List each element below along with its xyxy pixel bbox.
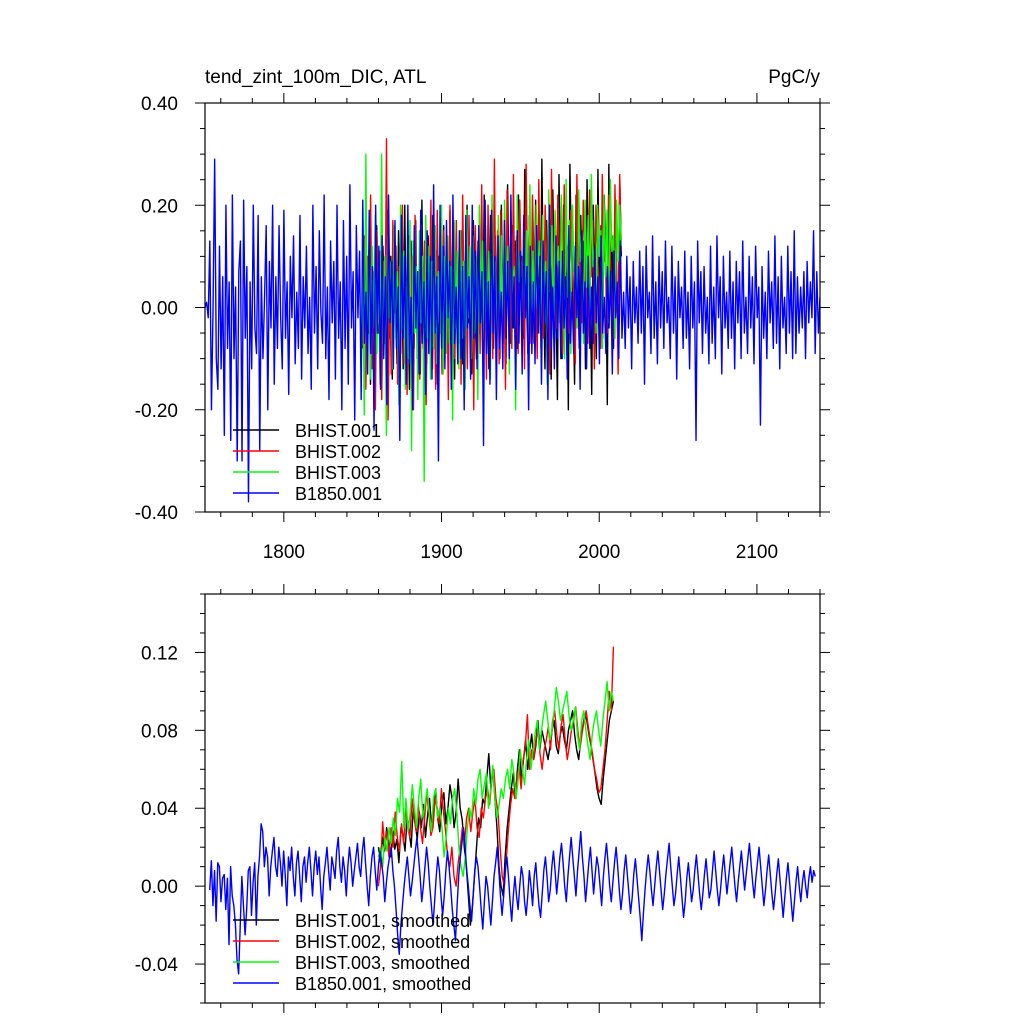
top-panel: -0.40 -0.20 0.00 0.20 0.40 1800 1900 2000 2100 te… <box>135 67 830 563</box>
y-tick-label: 0.04 <box>141 799 178 820</box>
legend-item: BHIST.003 <box>233 463 381 483</box>
chart-title: tend_zint_100m_DIC, ATL <box>205 67 426 88</box>
y-tick-label: 0.00 <box>141 299 178 320</box>
y-tick-label: 0.00 <box>141 877 178 898</box>
x-ticks <box>220 93 821 522</box>
bottom-panel: -0.04 0.00 0.04 0.08 0.12 BHIST.001, smoothed… <box>135 584 830 1013</box>
y-tick-label: 0.40 <box>141 94 178 115</box>
legend-item: BHIST.002, smoothed <box>233 932 470 952</box>
x-tick-label: 2000 <box>578 542 620 563</box>
series-line-b1850-001 <box>205 158 820 503</box>
y-tick-labels: -0.04 0.00 0.04 0.08 0.12 <box>135 643 179 976</box>
y-tick-label: -0.20 <box>135 401 178 422</box>
x-tick-label: 2100 <box>736 542 778 563</box>
legend-label: B1850.001, smoothed <box>295 974 471 994</box>
x-tick-labels: 1800 1900 2000 2100 <box>263 542 778 563</box>
legend-item: BHIST.002 <box>233 442 381 462</box>
legend-label: BHIST.003, smoothed <box>295 953 470 973</box>
legend-label: BHIST.002, smoothed <box>295 932 470 952</box>
legend-label: BHIST.001, smoothed <box>295 911 470 931</box>
y-tick-label: 0.20 <box>141 196 178 217</box>
y-tick-label: 0.08 <box>141 721 178 742</box>
chart-units: PgC/y <box>768 67 820 88</box>
series-line-bhist-003-smoothed <box>377 680 615 878</box>
plot-frame <box>204 593 821 1004</box>
legend-label: BHIST.003 <box>295 463 381 483</box>
legend-item: B1850.001, smoothed <box>233 974 471 994</box>
legend-label: BHIST.001 <box>295 421 381 441</box>
legend-item: BHIST.003, smoothed <box>233 953 470 973</box>
y-tick-labels: -0.40 -0.20 0.00 0.20 0.40 <box>135 94 178 524</box>
series-line-bhist-002-smoothed <box>377 646 615 887</box>
x-ticks <box>220 584 821 1013</box>
y-tick-label: -0.40 <box>135 503 178 524</box>
series-lines <box>209 646 816 975</box>
legend-item: BHIST.001, smoothed <box>233 911 470 931</box>
series-lines <box>205 138 820 503</box>
legend-label: BHIST.002 <box>295 442 381 462</box>
y-tick-label: -0.04 <box>135 955 179 976</box>
y-ticks <box>195 102 830 513</box>
y-ticks <box>195 593 830 1004</box>
x-tick-label: 1800 <box>263 542 305 563</box>
series-line-b1850-001-smoothed <box>209 823 816 975</box>
y-tick-label: 0.12 <box>141 643 178 664</box>
legend-item: B1850.001 <box>233 484 382 504</box>
legend-item: BHIST.001 <box>233 421 381 441</box>
x-tick-label: 1900 <box>420 542 462 563</box>
legend-label: B1850.001 <box>295 484 382 504</box>
